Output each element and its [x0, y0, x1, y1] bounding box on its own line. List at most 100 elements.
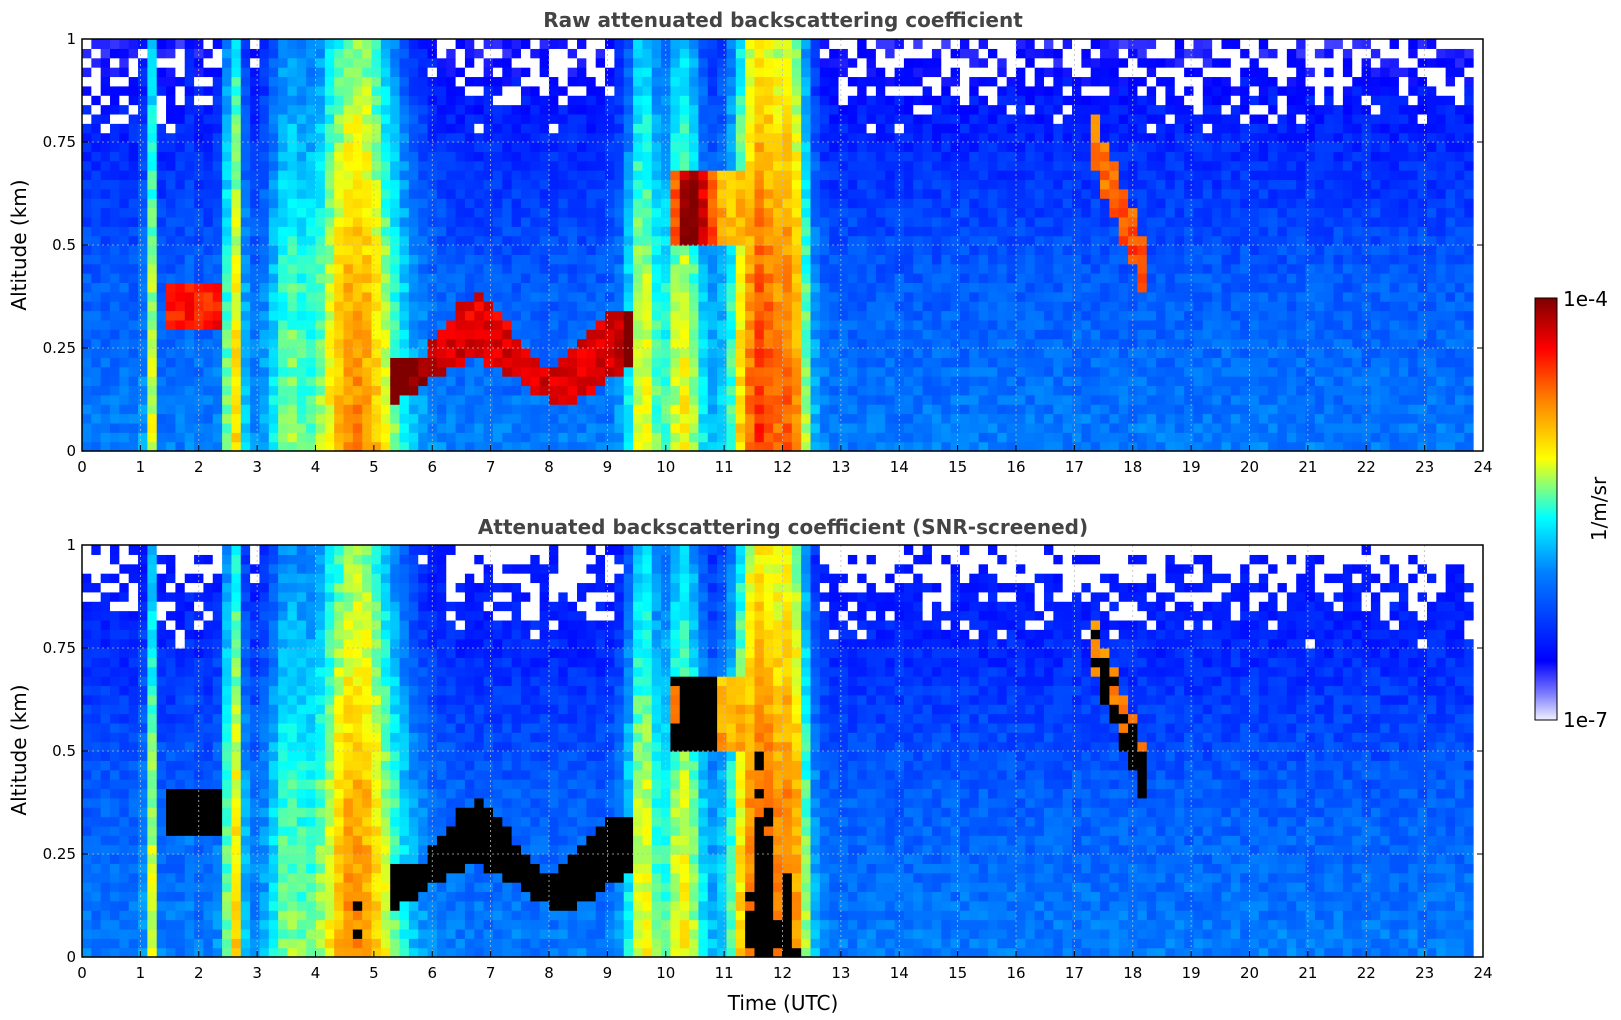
heatmap-cell: [558, 376, 569, 387]
heatmap-cell: [203, 432, 214, 443]
heatmap-cell: [782, 245, 793, 255]
heatmap-cell: [362, 57, 373, 68]
heatmap-cell: [717, 422, 728, 433]
heatmap-cell: [343, 132, 354, 143]
heatmap-cell: [278, 207, 289, 218]
heatmap-cell: [352, 254, 363, 265]
heatmap-cell: [539, 85, 550, 96]
heatmap-cell: [380, 160, 391, 171]
heatmap-cell: [184, 104, 195, 115]
heatmap-cell: [782, 282, 793, 293]
heatmap-cell: [857, 57, 868, 68]
heatmap-cell: [698, 357, 709, 368]
heatmap-cell: [1137, 273, 1148, 284]
heatmap-cell: [539, 385, 550, 396]
heatmap-cell: [717, 142, 728, 152]
heatmap-cell: [819, 422, 830, 433]
heatmap-cell: [679, 123, 690, 134]
heatmap-cell: [633, 376, 643, 387]
heatmap-cell: [810, 123, 821, 134]
heatmap-cell: [511, 188, 522, 199]
heatmap-cell: [502, 263, 513, 274]
heatmap-cell: [605, 254, 615, 265]
heatmap-cell: [399, 394, 410, 405]
heatmap-cell: [380, 273, 391, 284]
heatmap-cell: [1044, 132, 1054, 143]
heatmap-cell: [278, 422, 289, 433]
heatmap-cell: [866, 385, 877, 396]
heatmap-cell: [1025, 207, 1036, 218]
heatmap-cell: [997, 319, 1008, 330]
heatmap-cell: [250, 357, 261, 368]
heatmap-cell: [418, 404, 429, 415]
heatmap-cell: [978, 385, 989, 396]
heatmap-cell: [166, 226, 176, 237]
heatmap-cell: [969, 319, 980, 330]
heatmap-cell: [539, 319, 550, 330]
heatmap-cell: [1044, 310, 1054, 321]
heatmap-cell: [1053, 48, 1064, 59]
heatmap-cell: [464, 329, 475, 340]
heatmap-cell: [698, 291, 709, 302]
heatmap-cell: [511, 422, 522, 433]
heatmap-cell: [530, 254, 541, 265]
heatmap-cell: [577, 132, 587, 143]
heatmap-cell: [380, 179, 391, 190]
heatmap-cell: [100, 216, 111, 227]
heatmap-cell: [259, 151, 270, 162]
heatmap-cell: [296, 422, 307, 433]
heatmap-cell: [689, 151, 700, 162]
heatmap-cell: [138, 216, 148, 227]
heatmap-cell: [539, 39, 550, 49]
heatmap-cell: [315, 95, 326, 106]
heatmap-cell: [474, 160, 485, 171]
heatmap-cell: [885, 235, 896, 246]
heatmap-cell: [455, 348, 466, 358]
heatmap-cell: [82, 432, 92, 443]
heatmap-cell: [1072, 132, 1082, 143]
heatmap-cell: [633, 179, 643, 190]
heatmap-cell: [110, 39, 120, 49]
heatmap-cell: [810, 132, 821, 143]
heatmap-cell: [595, 48, 606, 59]
heatmap-cell: [166, 123, 176, 134]
heatmap-cell: [287, 291, 298, 302]
heatmap-cell: [520, 366, 531, 377]
heatmap-cell: [390, 301, 401, 312]
heatmap-cell: [1044, 291, 1054, 302]
heatmap-cell: [754, 57, 765, 68]
heatmap-cell: [1081, 329, 1092, 340]
heatmap-cell: [577, 142, 587, 152]
heatmap-cell: [474, 170, 485, 181]
heatmap-cell: [866, 48, 877, 59]
heatmap-cell: [1053, 282, 1064, 293]
heatmap-cell: [754, 104, 765, 115]
heatmap-cell: [894, 366, 905, 377]
heatmap-cell: [492, 132, 503, 143]
heatmap-cell: [1016, 413, 1026, 424]
heatmap-cell: [511, 67, 522, 78]
heatmap-cell: [829, 198, 840, 209]
heatmap-cell: [427, 151, 438, 162]
heatmap-cell: [222, 179, 233, 190]
heatmap-cell: [959, 422, 970, 433]
heatmap-cell: [1053, 376, 1064, 387]
heatmap-cell: [941, 366, 952, 377]
heatmap-cell: [119, 329, 130, 340]
heatmap-cell: [306, 216, 317, 227]
heatmap-cell: [642, 39, 653, 49]
heatmap-cell: [418, 179, 429, 190]
heatmap-cell: [1025, 132, 1036, 143]
heatmap-cell: [1100, 441, 1110, 452]
heatmap-cell: [268, 385, 279, 396]
heatmap-cell: [707, 198, 718, 209]
heatmap-cell: [147, 432, 158, 443]
heatmap-cell: [371, 48, 382, 59]
heatmap-cell: [698, 188, 709, 199]
heatmap-cell: [595, 188, 606, 199]
heatmap-cell: [250, 235, 261, 246]
heatmap-cell: [903, 394, 914, 405]
heatmap-cell: [997, 235, 1008, 246]
heatmap-cell: [352, 113, 363, 124]
heatmap-cell: [352, 160, 363, 171]
